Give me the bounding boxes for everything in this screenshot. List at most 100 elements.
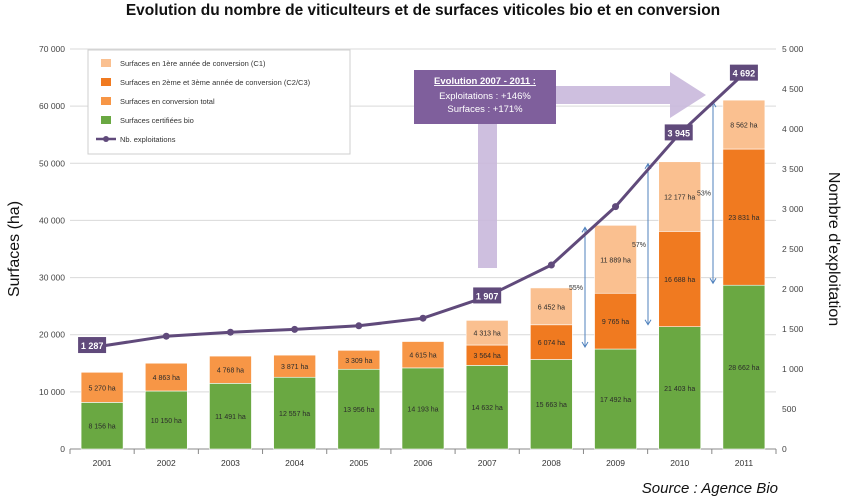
bar-segment bbox=[465, 365, 509, 450]
bar-value-label: 3 871 ha bbox=[281, 364, 308, 371]
bar-value-label: 4 615 ha bbox=[409, 353, 436, 360]
bar-value-label: 17 492 ha bbox=[600, 397, 631, 404]
bar-segment bbox=[209, 383, 252, 450]
bar-segment bbox=[658, 326, 702, 450]
bar-value-label: 13 956 ha bbox=[343, 407, 374, 414]
bar-value-label: 4 863 ha bbox=[153, 375, 180, 382]
bar-value-label: 15 663 ha bbox=[536, 402, 567, 409]
bar-segment bbox=[658, 231, 702, 327]
legend-line-marker bbox=[103, 136, 109, 142]
bar-segment bbox=[722, 284, 766, 450]
bar-value-label: 6 074 ha bbox=[538, 340, 565, 347]
bar-value-label: 4 313 ha bbox=[474, 331, 501, 338]
y-tick-label: 10 000 bbox=[39, 387, 65, 397]
legend-swatch bbox=[101, 59, 111, 67]
source-note: Source : Agence Bio bbox=[641, 480, 778, 497]
legend: Surfaces en 1ère année de conversion (C1… bbox=[87, 49, 351, 155]
pct-arrow-head bbox=[709, 277, 717, 285]
point-label-box bbox=[664, 124, 693, 141]
x-tick-label: 2001 bbox=[93, 458, 112, 468]
bar-value-label: 9 765 ha bbox=[602, 319, 629, 326]
bar-value-label: 4 768 ha bbox=[217, 368, 244, 375]
x-tick-label: 2008 bbox=[542, 458, 561, 468]
legend-frame bbox=[87, 49, 351, 155]
line-point bbox=[612, 203, 620, 211]
callout-line: Exploitations : +146% bbox=[439, 91, 531, 102]
callout-line: Surfaces : +171% bbox=[447, 104, 523, 115]
legend-swatch bbox=[101, 97, 111, 105]
bar-segment bbox=[80, 371, 124, 403]
bar-segment bbox=[273, 376, 316, 450]
y-tick-label: 30 000 bbox=[39, 273, 65, 283]
y-tick-label: 50 000 bbox=[39, 158, 65, 168]
y2-axis-title: Nombre d'exploitation bbox=[825, 172, 842, 326]
y2-tick-label: 4 500 bbox=[782, 84, 804, 94]
x-tick-label: 2004 bbox=[285, 458, 304, 468]
y-tick-label: 0 bbox=[60, 444, 65, 454]
line-point bbox=[162, 332, 170, 340]
bar-value-label: 14 193 ha bbox=[407, 406, 438, 413]
callout-arrow-stem bbox=[478, 104, 497, 268]
point-label-box bbox=[78, 337, 107, 354]
bar-value-label: 23 831 ha bbox=[728, 215, 759, 222]
y-tick-label: 70 000 bbox=[39, 44, 65, 54]
point-label-box bbox=[473, 287, 502, 304]
bar-segment bbox=[144, 390, 188, 450]
bar-segment bbox=[722, 148, 766, 286]
line-point bbox=[355, 322, 363, 330]
pct-label: 55% bbox=[569, 285, 583, 292]
point-label: 3 945 bbox=[667, 128, 690, 138]
bar-segment bbox=[530, 324, 573, 360]
bar-value-label: 14 632 ha bbox=[472, 405, 503, 412]
y2-tick-label: 1 500 bbox=[782, 324, 804, 334]
y2-tick-label: 2 500 bbox=[782, 244, 804, 254]
bar-value-label: 8 156 ha bbox=[88, 424, 115, 431]
line-point bbox=[226, 328, 234, 336]
chart-title: Evolution du nombre de viticulteurs et d… bbox=[125, 2, 721, 19]
bar-value-label: 28 662 ha bbox=[728, 365, 759, 372]
callout-arrow-head bbox=[556, 72, 706, 118]
legend-label: Surfaces en conversion total bbox=[120, 97, 215, 106]
bar-value-label: 8 562 ha bbox=[730, 123, 757, 130]
bar-value-label: 3 309 ha bbox=[345, 358, 372, 365]
legend-label: Surfaces en 2ème et 3ème année de conver… bbox=[120, 78, 311, 87]
x-tick-label: 2003 bbox=[221, 458, 240, 468]
bar-segment bbox=[530, 359, 573, 450]
bar-segment bbox=[337, 350, 381, 370]
x-tick-label: 2005 bbox=[349, 458, 368, 468]
x-tick-label: 2006 bbox=[414, 458, 433, 468]
bar-value-label: 16 688 ha bbox=[664, 277, 695, 284]
bar-segment bbox=[273, 354, 316, 378]
pct-label: 53% bbox=[697, 191, 711, 198]
y2-tick-label: 4 000 bbox=[782, 124, 804, 134]
y2-tick-label: 0 bbox=[782, 444, 787, 454]
line-point bbox=[419, 314, 427, 322]
y-axis-title: Surfaces (ha) bbox=[6, 201, 23, 297]
bar-value-label: 5 270 ha bbox=[88, 385, 115, 392]
pct-arrow-head bbox=[581, 341, 589, 349]
bar-segment bbox=[530, 287, 573, 326]
callout-box bbox=[414, 70, 556, 124]
pct-label: 57% bbox=[632, 242, 646, 249]
legend-label: Surfaces en 1ère année de conversion (C1… bbox=[120, 59, 266, 68]
callout-title: Evolution 2007 - 2011 : bbox=[434, 76, 536, 87]
bar-segment bbox=[594, 292, 637, 350]
bar-value-label: 11 491 ha bbox=[215, 414, 246, 421]
x-tick-label: 2011 bbox=[735, 458, 754, 468]
x-tick-label: 2009 bbox=[606, 458, 625, 468]
y-tick-label: 60 000 bbox=[39, 101, 65, 111]
pct-arrow-head bbox=[644, 319, 652, 326]
bar-segment bbox=[209, 355, 252, 384]
bar-value-label: 21 403 ha bbox=[664, 386, 695, 393]
x-tick-label: 2010 bbox=[670, 458, 689, 468]
bar-segment bbox=[594, 348, 637, 450]
bar-segment bbox=[144, 362, 188, 392]
point-label-box bbox=[729, 64, 758, 81]
y-tick-label: 40 000 bbox=[39, 215, 65, 225]
legend-label: Nb. exploitations bbox=[120, 135, 176, 144]
point-label: 1 287 bbox=[81, 341, 104, 351]
y2-tick-label: 5 000 bbox=[782, 44, 804, 54]
point-label: 1 907 bbox=[476, 291, 499, 301]
legend-swatch bbox=[101, 116, 111, 124]
